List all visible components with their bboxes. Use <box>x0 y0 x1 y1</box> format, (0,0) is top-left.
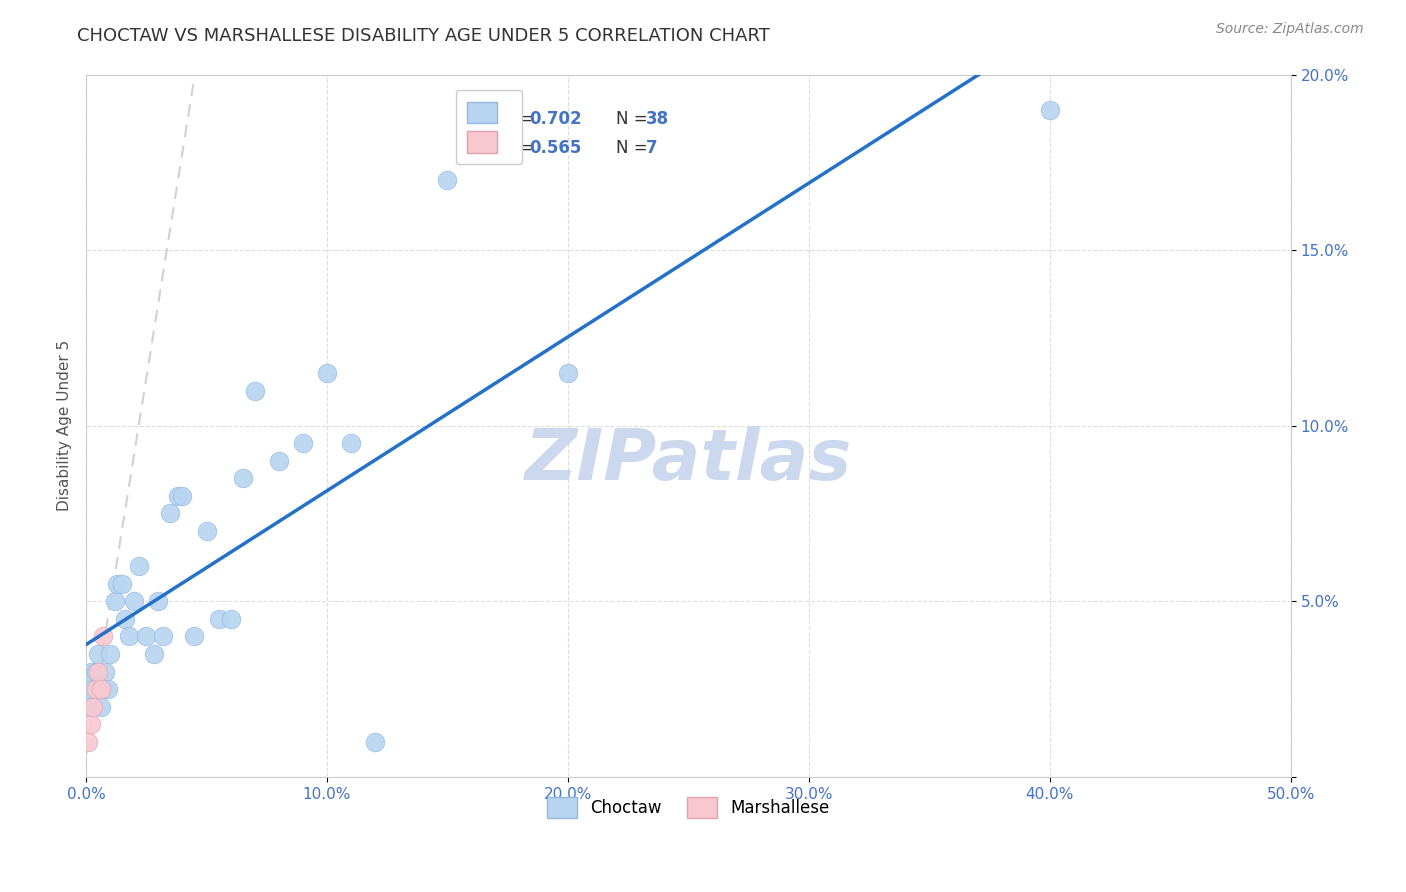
Text: 0.702: 0.702 <box>530 110 582 128</box>
Point <box>316 366 339 380</box>
Text: ZIPatlas: ZIPatlas <box>524 426 852 495</box>
Point <box>77 699 100 714</box>
Text: R =: R = <box>502 110 537 128</box>
Point <box>89 699 111 714</box>
Point <box>80 665 103 679</box>
Text: CHOCTAW VS MARSHALLESE DISABILITY AGE UNDER 5 CORRELATION CHART: CHOCTAW VS MARSHALLESE DISABILITY AGE UN… <box>77 27 770 45</box>
Point <box>87 665 110 679</box>
Point <box>77 735 100 749</box>
Text: Source: ZipAtlas.com: Source: ZipAtlas.com <box>1216 22 1364 37</box>
Point <box>89 682 111 697</box>
Text: N =: N = <box>616 138 652 157</box>
Point <box>1039 103 1062 117</box>
Point <box>436 173 458 187</box>
Point <box>97 682 120 697</box>
Point <box>291 436 314 450</box>
Legend: Choctaw, Marshallese: Choctaw, Marshallese <box>540 790 837 825</box>
Point <box>243 384 266 398</box>
Point <box>87 647 110 661</box>
Point <box>82 699 104 714</box>
Point <box>122 594 145 608</box>
Point <box>159 507 181 521</box>
Text: R =: R = <box>502 138 537 157</box>
Text: N =: N = <box>616 110 652 128</box>
Point <box>232 471 254 485</box>
Point <box>118 629 141 643</box>
Point <box>91 682 114 697</box>
Point <box>364 735 387 749</box>
Point <box>148 594 170 608</box>
Text: 7: 7 <box>647 138 658 157</box>
Y-axis label: Disability Age Under 5: Disability Age Under 5 <box>58 340 72 511</box>
Point <box>105 576 128 591</box>
Point <box>267 454 290 468</box>
Point <box>84 682 107 697</box>
Point <box>557 366 579 380</box>
Point <box>104 594 127 608</box>
Point <box>128 559 150 574</box>
Text: 38: 38 <box>647 110 669 128</box>
Point <box>82 682 104 697</box>
Point <box>91 629 114 643</box>
Text: 0.565: 0.565 <box>530 138 582 157</box>
Point <box>172 489 194 503</box>
Point <box>195 524 218 538</box>
Point <box>340 436 363 450</box>
Point <box>166 489 188 503</box>
Point <box>98 647 121 661</box>
Point <box>219 612 242 626</box>
Point <box>94 665 117 679</box>
Point <box>207 612 229 626</box>
Point <box>114 612 136 626</box>
Point <box>135 629 157 643</box>
Point <box>111 576 134 591</box>
Point <box>152 629 174 643</box>
Point <box>183 629 205 643</box>
Point <box>142 647 165 661</box>
Point <box>84 665 107 679</box>
Point <box>80 717 103 731</box>
